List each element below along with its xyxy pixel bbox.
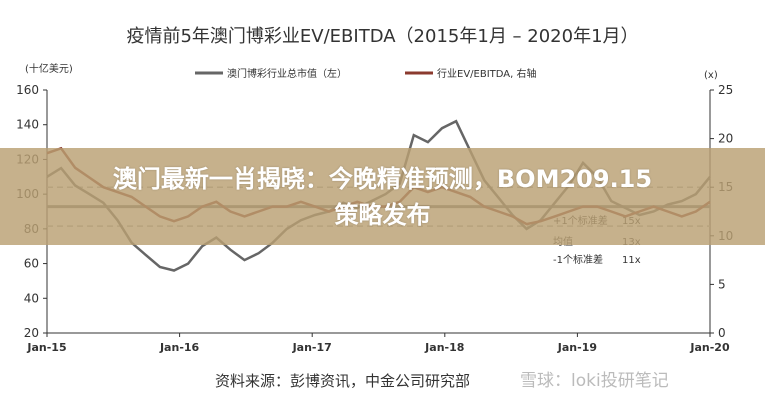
x-tick-label: Jan-18 [424,341,464,354]
x-tick-label: Jan-16 [159,341,200,354]
right-unit: (x) [704,70,718,81]
x-tick-label: Jan-17 [292,341,332,354]
banner-line-2: 策略发布 [334,200,431,229]
reference-label: -1个标准差 [553,253,603,266]
y-right-tick-label: 5 [718,277,726,291]
y-right-tick-label: 0 [718,326,726,340]
chart-title: 疫情前5年澳门博彩业EV/EBITDA（2015年1月 – 2020年1月） [126,26,639,47]
watermark: 雪球：loki投研笔记 [520,371,669,391]
reference-value: 11x [622,255,641,266]
overlay-banner: 澳门最新一肖揭晓：今晚精准预测，BOM209.15 策略发布 [0,148,765,245]
legend-label: 澳门博彩行业总市值（左） [227,67,347,80]
x-tick-label: Jan-20 [689,341,730,354]
y-right-tick-label: 25 [718,83,733,97]
left-unit: (十亿美元) [25,62,73,75]
y-left-tick-label: 60 [24,257,39,271]
y-right-tick-label: 20 [718,132,733,146]
y-left-tick-label: 20 [24,326,39,340]
x-tick-label: Jan-15 [26,341,66,354]
x-tick-label: Jan-19 [557,341,597,354]
y-left-tick-label: 160 [16,83,39,97]
source-note: 资料来源：彭博资讯，中金公司研究部 [215,372,471,390]
y-left-tick-label: 140 [16,118,39,132]
banner-line-1: 澳门最新一肖揭晓：今晚精准预测，BOM209.15 [112,164,653,193]
legend-label: 行业EV/EBITDA, 右轴 [437,67,537,80]
y-left-tick-label: 40 [24,291,39,305]
